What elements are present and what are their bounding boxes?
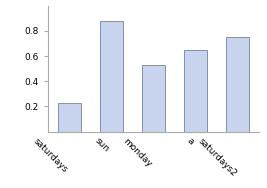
Bar: [58, 103, 81, 132]
Bar: [142, 65, 165, 132]
Bar: [226, 37, 249, 132]
Bar: [184, 50, 207, 132]
Bar: [100, 21, 123, 132]
